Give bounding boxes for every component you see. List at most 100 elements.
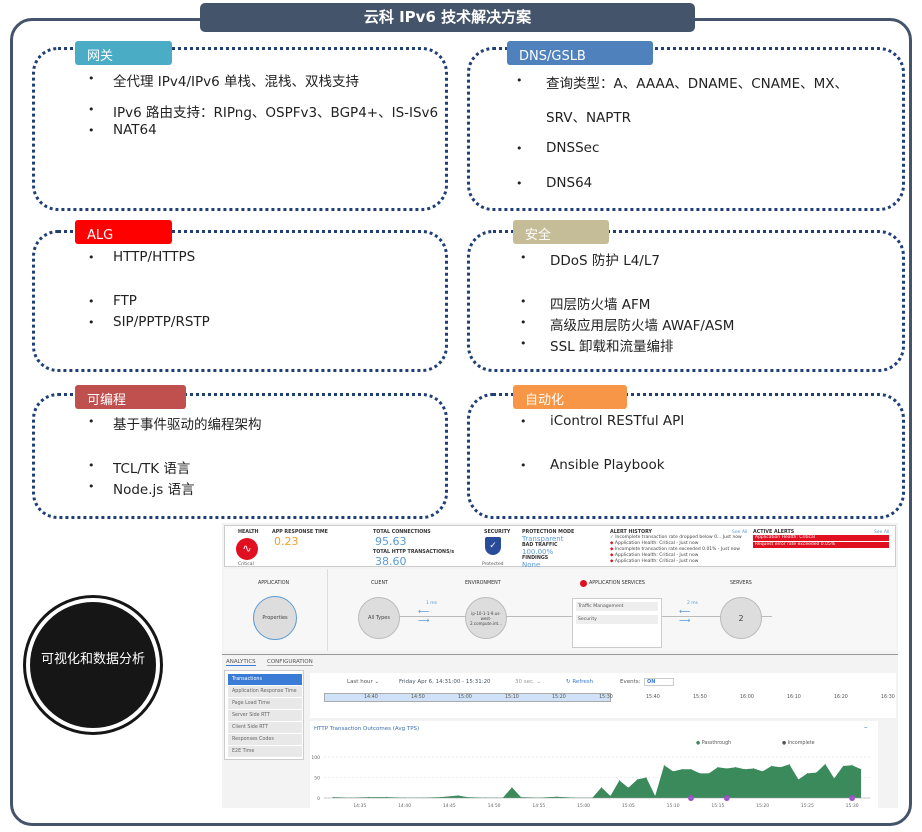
- events-toggle[interactable]: ON: [644, 678, 674, 686]
- x-tick-label: 15:15: [711, 803, 724, 808]
- active-alert[interactable]: Application Health: Critical: [753, 535, 889, 541]
- y-tick-label: 100: [311, 755, 320, 761]
- refresh-button[interactable]: ↻ Refresh: [566, 679, 594, 685]
- analytics-menu: Transactions Application Response Time Pag…: [224, 670, 304, 760]
- section-tab: 网关: [75, 41, 172, 65]
- alert-history-item: ✓ Incomplete transaction rate dropped be…: [610, 535, 742, 541]
- servers-label: SERVERS: [730, 581, 752, 586]
- menu-item[interactable]: Server Side RTT: [228, 710, 302, 721]
- app-response-label: APP RESPONSE TIME: [272, 530, 328, 535]
- x-tick-label: 14:45: [443, 803, 456, 808]
- timeline-tick: 15:20: [552, 695, 566, 700]
- servers-node[interactable]: 2: [720, 597, 762, 639]
- menu-item[interactable]: Transactions: [228, 674, 302, 685]
- active-alert[interactable]: Request error rate exceeded 0.05%: [753, 542, 889, 548]
- data-point: [860, 768, 862, 770]
- bullet-icon: •: [88, 316, 95, 329]
- x-tick-label: 15:30: [846, 803, 859, 808]
- data-point: [851, 764, 853, 766]
- bullet-icon: •: [516, 74, 523, 87]
- data-point: [556, 796, 558, 798]
- data-point: [717, 766, 719, 768]
- area-chart: 0 50 100 14:35 14:40 14:45 14:50 14:55 15:00 15:0…: [311, 755, 870, 808]
- section-label: DNS/GSLB: [519, 49, 586, 64]
- bullet-icon: •: [88, 415, 95, 428]
- alert-history-see-all[interactable]: See All: [732, 530, 748, 535]
- flow-divider: [327, 569, 328, 651]
- active-alerts-see-all[interactable]: See All: [874, 530, 890, 535]
- data-point: [806, 773, 808, 774]
- properties-node[interactable]: Properties: [253, 596, 297, 640]
- bullet-icon: •: [520, 415, 527, 428]
- chart-title: HTTP Transaction Outcomes (Avg TPS): [314, 726, 420, 732]
- data-point: [511, 786, 513, 788]
- protection-mode-label: PROTECTION MODE: [522, 530, 575, 535]
- series-passthrough-area: [332, 763, 862, 798]
- data-point: [601, 786, 602, 788]
- date-range: Friday Apr 6, 14:31:00 - 15:31:20: [399, 679, 491, 685]
- section-item: 高级应用层防火墙 AWAF/ASM: [550, 318, 735, 334]
- section-item: Ansible Playbook: [550, 457, 665, 473]
- events-label: Events:: [620, 679, 641, 685]
- interval-select[interactable]: 30 sec. ⌄: [515, 679, 542, 685]
- heartbeat-icon: ∿: [236, 538, 258, 560]
- menu-item[interactable]: Page Load Time: [228, 698, 302, 709]
- connections-label: TOTAL CONNECTIONS: [373, 530, 431, 535]
- section-tab: 安全: [513, 220, 609, 244]
- service-security[interactable]: Security: [576, 615, 658, 624]
- collapse-icon[interactable]: –: [864, 723, 868, 731]
- data-point: [618, 779, 620, 781]
- section-item: 四层防火墙 AFM: [550, 297, 651, 313]
- app-services-label: APPLICATION SERVICES: [589, 581, 645, 586]
- section-box: [467, 47, 905, 211]
- timeline-tick: 16:10: [787, 695, 801, 700]
- data-point: [753, 768, 755, 769]
- data-point: [780, 766, 781, 768]
- service-traffic-management[interactable]: Traffic Management: [576, 602, 658, 611]
- alert-text: Incomplete transaction rate exceeded 0.0…: [614, 547, 740, 552]
- tab-configuration[interactable]: CONFIGURATION: [267, 659, 313, 666]
- data-point: [610, 795, 611, 797]
- menu-item[interactable]: E2E Time: [228, 746, 302, 757]
- timeline-tick: 15:00: [458, 695, 472, 700]
- health-label: HEALTH: [238, 530, 259, 535]
- range-select[interactable]: Last hour ⌄: [347, 679, 380, 685]
- timeline-selection[interactable]: [324, 693, 611, 702]
- environment-node[interactable]: ip-10-1-1-9.us-west-2.compute.int...: [465, 597, 507, 639]
- x-tick-label: 15:25: [801, 803, 814, 808]
- app-services-box: Traffic Management Security: [572, 598, 662, 648]
- bullet-icon: •: [88, 72, 95, 85]
- client-label: CLIENT: [371, 581, 388, 586]
- active-alerts-label: ACTIVE ALERTS: [753, 530, 795, 535]
- section-tab: 自动化: [513, 385, 627, 409]
- data-point: [386, 796, 388, 798]
- data-point: [735, 766, 737, 768]
- alert-history-item: ◆ Application Health: Critical - Just no…: [610, 541, 742, 547]
- connections-value: 95.63: [375, 535, 407, 548]
- check-icon: ✓: [610, 535, 614, 540]
- menu-item[interactable]: Responses Codes: [228, 734, 302, 745]
- alert-history-label: ALERT HISTORY: [610, 530, 652, 535]
- timeline-tick: 16:30: [881, 695, 895, 700]
- data-point: [797, 779, 799, 780]
- menu-item[interactable]: Client Side RTT: [228, 722, 302, 733]
- data-point: [636, 779, 638, 780]
- section-tab: ALG: [75, 220, 172, 244]
- client-node[interactable]: All Types: [358, 597, 400, 639]
- alert-text: Application Health: Critical - Just now: [614, 553, 699, 558]
- http-value: 38.60: [375, 555, 407, 568]
- slide-title: 云科 IPv6 技术解决方案: [200, 3, 695, 32]
- timeline-tick: 15:40: [646, 695, 660, 700]
- section-item: DNS64: [546, 175, 593, 191]
- section-label: 安全: [525, 228, 552, 243]
- menu-item[interactable]: Application Response Time: [228, 686, 302, 697]
- section-box: [467, 230, 905, 372]
- alert-dot-icon: ◆: [610, 547, 614, 552]
- timeline-tick: 15:10: [505, 695, 519, 700]
- x-tick-label: 15:00: [577, 803, 590, 808]
- data-point: [771, 765, 772, 767]
- tab-analytics[interactable]: ANALYTICS: [226, 659, 256, 666]
- findings: None: [522, 561, 541, 569]
- timeline-tick: 15:30: [599, 695, 613, 700]
- bullet-icon: •: [88, 124, 95, 137]
